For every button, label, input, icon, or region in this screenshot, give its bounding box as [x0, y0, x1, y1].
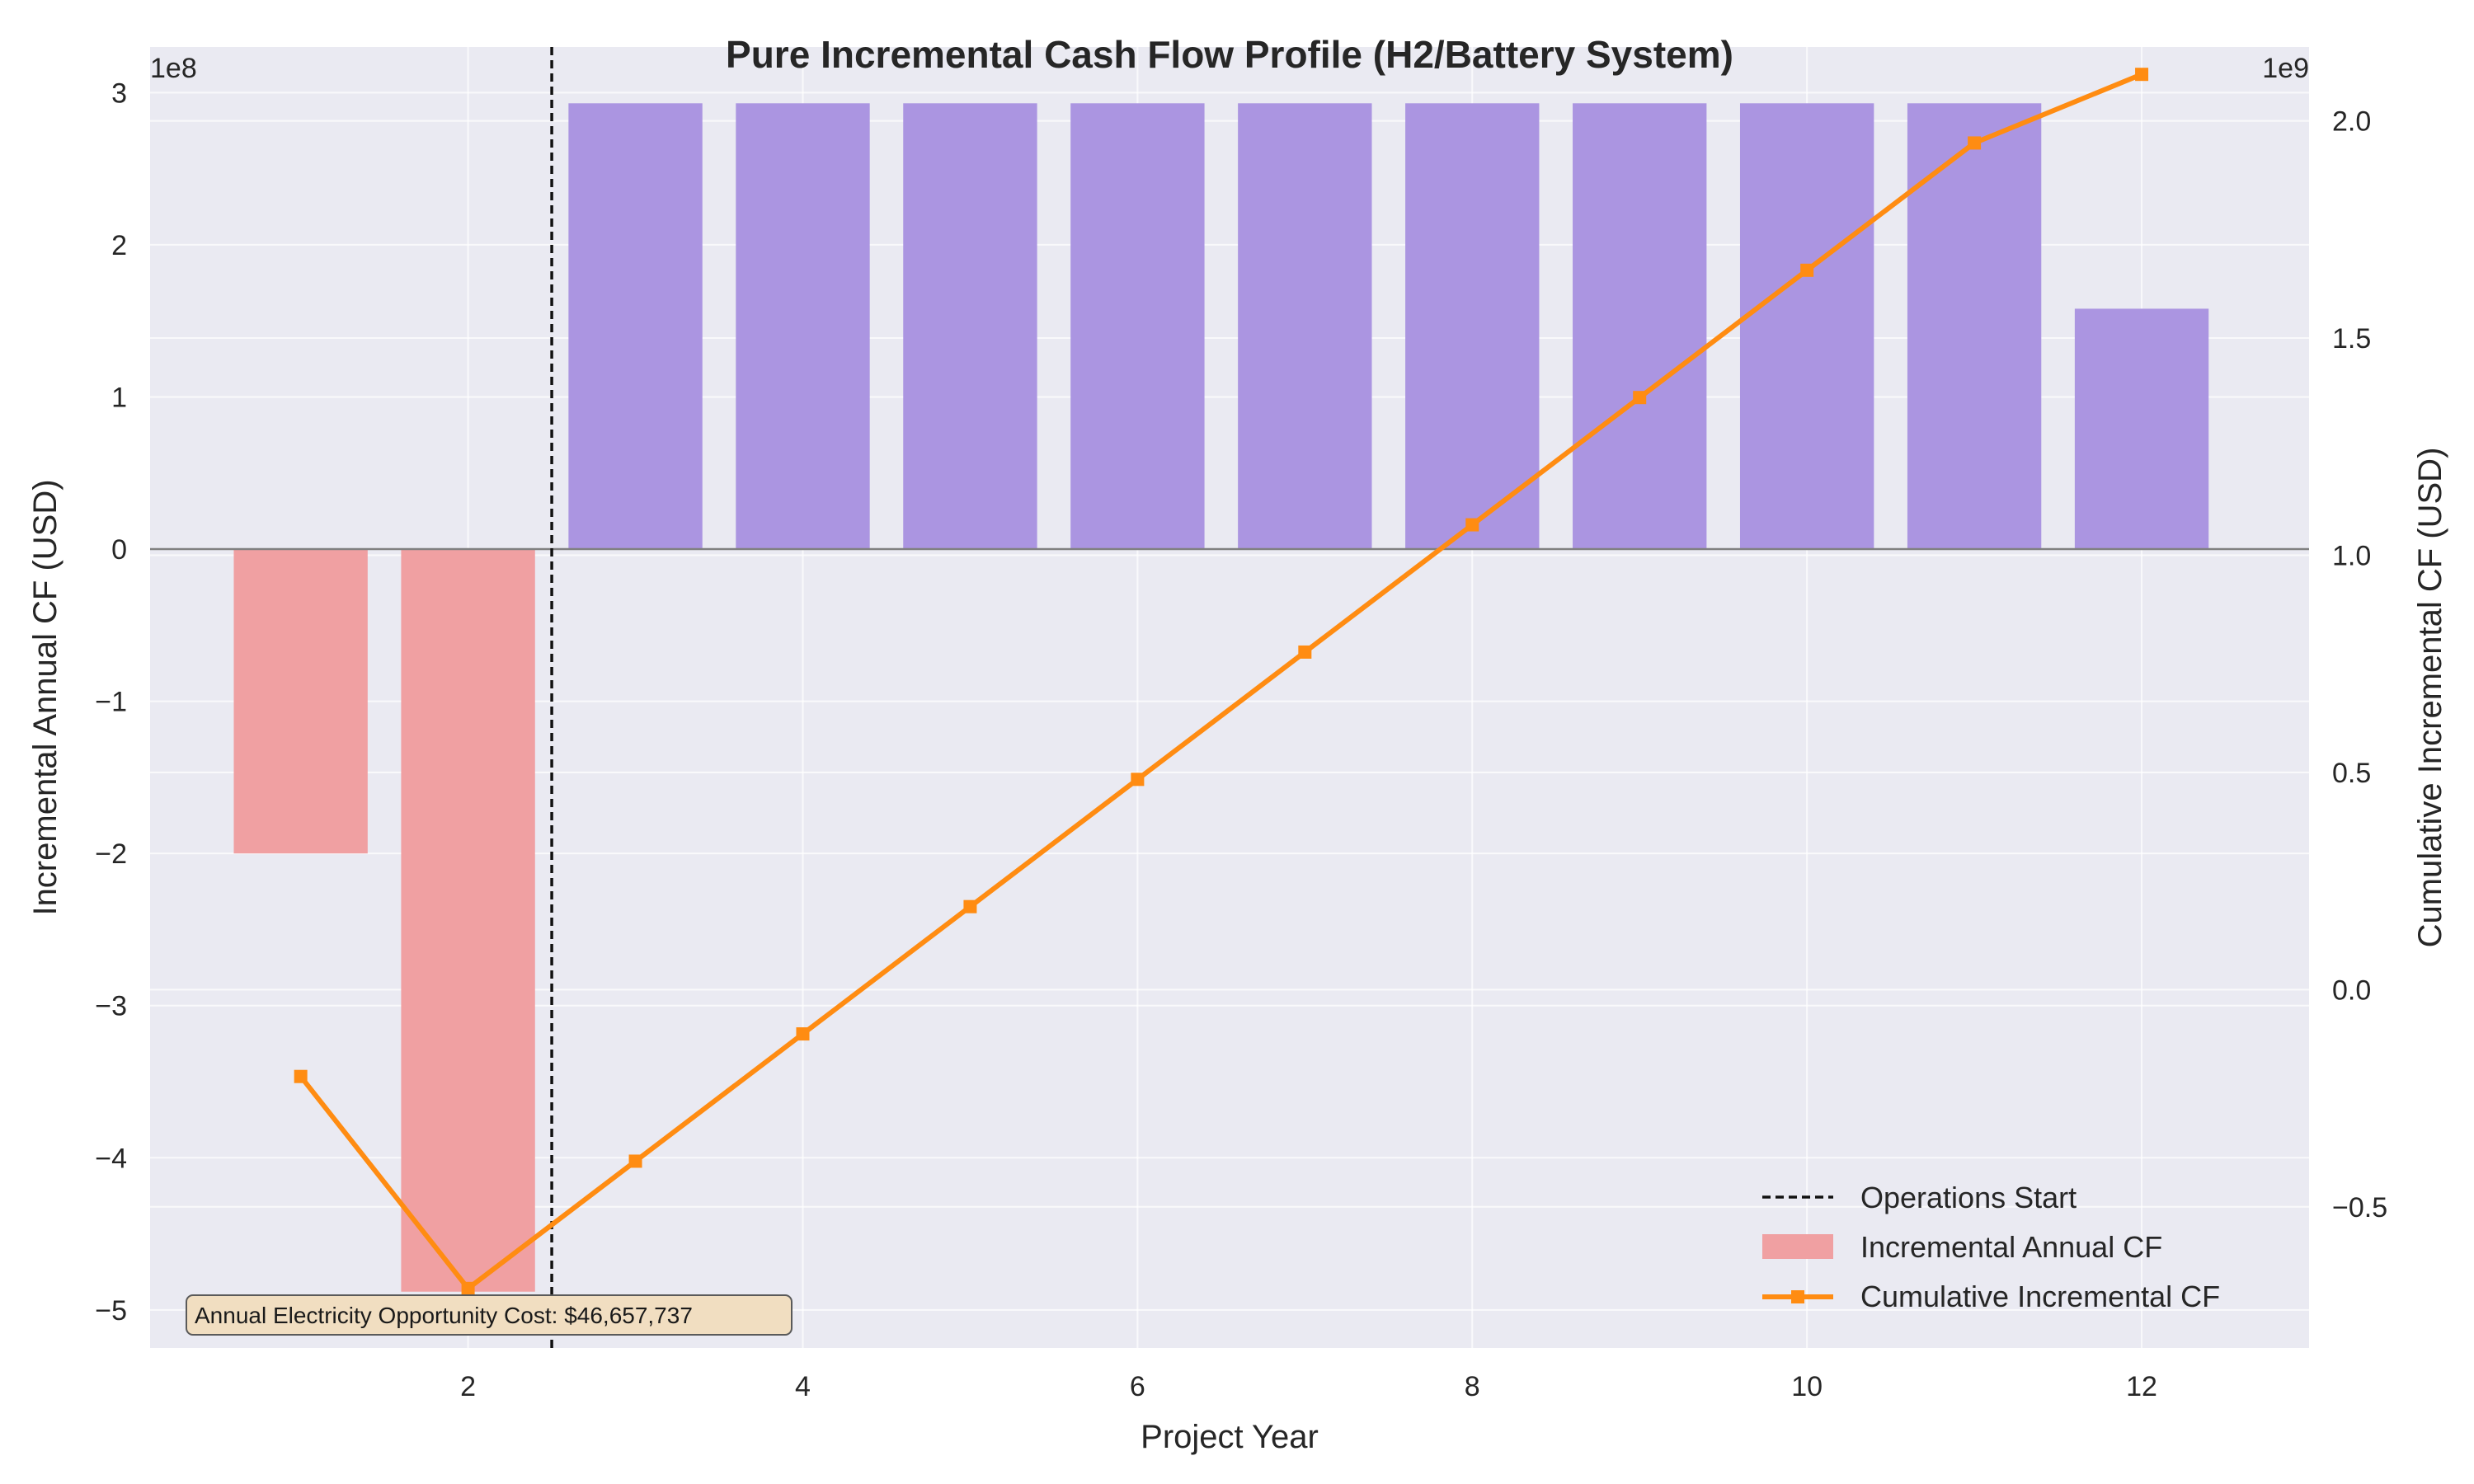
legend: Operations Start Incremental Annual CF C… [1762, 1181, 2220, 1313]
legend-annual-cf-label: Incremental Annual CF [1860, 1230, 2162, 1264]
chart-title: Pure Incremental Cash Flow Profile (H2/B… [726, 33, 1733, 76]
annual-cf-bar [1238, 103, 1372, 550]
annual-cf-bar [401, 549, 535, 1292]
annual-cf-bar [736, 103, 870, 550]
legend-cumulative-cf-label: Cumulative Incremental CF [1860, 1280, 2220, 1313]
left-y-tick-label: 3 [111, 77, 127, 109]
annual-cf-bar [1405, 103, 1540, 550]
ticks: 2 4 6 8 10 123210−1−2−3−4−52.01.51.00.50.0−0.… [95, 77, 2387, 1402]
annotation-background [186, 1294, 793, 1336]
cumulative-cf-line [299, 72, 2143, 1291]
annotation-text: Annual Electricity Opportunity Cost: $46… [195, 1303, 693, 1328]
legend-annual-cf-swatch [1762, 1234, 1833, 1259]
cumulative-cf-point [628, 1154, 642, 1168]
annual-cf-bar [1907, 103, 2042, 550]
cumulative-cf-point [796, 1027, 810, 1041]
left-y-tick-label: −5 [95, 1295, 127, 1327]
annual-cf-bar [1739, 103, 1874, 550]
x-tick-label: 2 [460, 1371, 476, 1402]
left-y-tick-label: −2 [95, 838, 127, 870]
x-tick-label: 4 [795, 1371, 811, 1402]
annotation-box: Annual Electricity Opportunity Cost: $46… [186, 1294, 793, 1336]
left-y-tick-label: −3 [95, 991, 127, 1022]
x-axis-label: Project Year [1141, 1419, 1319, 1455]
bars [233, 103, 2209, 1292]
right-y-tick-label: 1.0 [2332, 540, 2371, 571]
x-tick-label: 8 [1465, 1371, 1480, 1402]
right-y-axis-label: Cumulative Incremental CF (USD) [2412, 448, 2448, 948]
cumulative-cf-point [1465, 518, 1479, 532]
cumulative-series [294, 68, 2149, 1295]
left-y-tick-label: −4 [95, 1143, 127, 1174]
left-scale-label: 1e8 [150, 53, 197, 84]
left-y-tick-label: 2 [111, 230, 127, 261]
cumulative-cf-point [1800, 263, 1814, 277]
right-y-tick-label: 0.0 [2332, 974, 2371, 1006]
annual-cf-bar [903, 103, 1037, 550]
legend-cumulative-cf-swatch-marker [1791, 1290, 1804, 1303]
right-y-tick-label: −0.5 [2332, 1192, 2387, 1223]
left-y-tick-label: 0 [111, 534, 127, 566]
right-y-tick-label: 1.5 [2332, 323, 2371, 355]
cumulative-cf-point [1298, 645, 1312, 659]
left-y-axis-label: Incremental Annual CF (USD) [27, 479, 63, 915]
cumulative-cf-point [963, 899, 977, 913]
right-y-tick-label: 2.0 [2332, 106, 2371, 138]
cumulative-cf-point [294, 1069, 308, 1083]
annual-cf-bar [1070, 103, 1205, 550]
x-tick-label: 10 [1791, 1371, 1823, 1402]
legend-operations-start-label: Operations Start [1860, 1181, 2077, 1214]
cumulative-cf-point [1633, 391, 1647, 405]
cumulative-cf-point [1131, 773, 1145, 787]
annual-cf-bar [568, 103, 703, 550]
x-tick-label: 6 [1130, 1371, 1145, 1402]
annual-cf-bar [233, 549, 368, 854]
cumulative-cf-point [461, 1281, 475, 1295]
right-y-tick-label: 0.5 [2332, 758, 2371, 789]
left-y-tick-label: 1 [111, 382, 127, 413]
right-scale-label: 1e9 [2262, 53, 2309, 84]
left-y-tick-label: −1 [95, 687, 127, 718]
cumulative-cf-point [1968, 136, 1982, 150]
annual-cf-bar [2074, 308, 2209, 550]
cumulative-cf-point [2135, 68, 2149, 82]
annual-cf-bar [1573, 103, 1707, 550]
x-tick-label: 12 [2126, 1371, 2157, 1402]
